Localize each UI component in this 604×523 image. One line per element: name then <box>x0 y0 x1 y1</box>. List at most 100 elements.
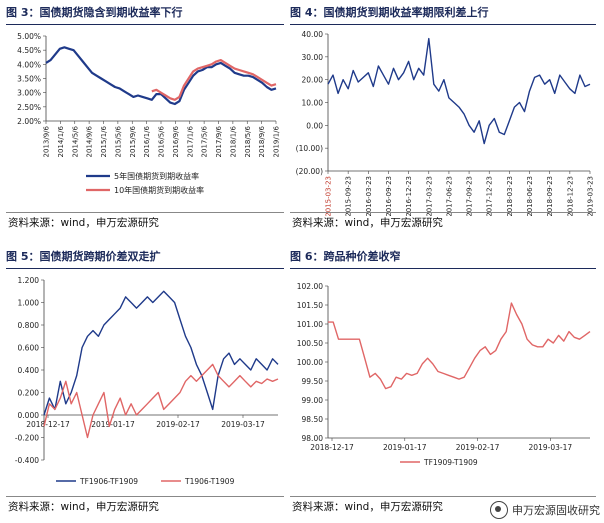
source-rule <box>290 496 596 497</box>
y-tick-label: 98.00 <box>302 434 324 443</box>
y-tick-label: 30.00 <box>302 53 324 62</box>
x-tick-label: 2016/5/6 <box>158 125 166 157</box>
panel-fig5: 图 5：国债期货跨期价差双走扩 -0.400 -0.200 0.000 0.200 0.… <box>6 248 286 518</box>
y-tick-label: 2.50% <box>17 103 41 112</box>
watermark-text: 申万宏源固收研究 <box>512 504 600 517</box>
x-tick-label: 2017-12-23 <box>486 176 494 216</box>
x-tick-label: 2017-09-23 <box>466 176 474 216</box>
series-line <box>328 302 591 390</box>
y-tick-label: 4.50% <box>17 46 41 55</box>
source-rule <box>6 212 284 213</box>
wechat-logo-icon <box>490 501 508 519</box>
y-tick-label: 40.00 <box>302 30 324 39</box>
x-tick-label: 2019-01-17 <box>383 443 427 452</box>
y-tick-label: 0.200 <box>18 389 40 398</box>
y-tick-label: 99.00 <box>302 396 324 405</box>
y-tick-label: 2.00% <box>17 117 41 126</box>
series-line <box>151 59 277 101</box>
chart-fig5: -0.400 -0.200 0.000 0.200 0.400 0.600 0.800 1.0… <box>15 276 279 486</box>
chart-fig6: 98.00 98.50 99.00 99.50 100.00 100.50 101.00 10… <box>297 282 591 467</box>
series-line <box>43 363 279 439</box>
x-tick-label: 2015-09-23 <box>345 176 353 216</box>
y-tick-label: 0.00 <box>306 121 323 130</box>
x-tick-label: 2017-03-23 <box>425 176 433 216</box>
legend-label: TF1906-TF1909 <box>79 477 138 486</box>
source-text: 资料来源：wind，申万宏源研究 <box>8 501 159 513</box>
y-tick-label: 20.00 <box>302 76 324 85</box>
y-tick-label: 102.00 <box>297 282 323 291</box>
x-tick-label: 2017/1/6 <box>186 125 194 157</box>
x-tick-label: 2018/9/6 <box>258 125 266 157</box>
x-tick-label: 2019-02-17 <box>456 443 500 452</box>
panel-title: 图 4：国债期货到期收益率期限利差上行 <box>290 6 489 19</box>
source-text: 资料来源：wind，申万宏源研究 <box>292 501 443 513</box>
x-tick-label: 2013/9/6 <box>43 125 51 157</box>
x-tick-label: 2018-06-23 <box>526 176 534 216</box>
x-tick-label: 2018-03-23 <box>506 176 514 216</box>
source-text: 资料来源：wind，申万宏源研究 <box>292 217 443 229</box>
x-tick-label: 2017-06-23 <box>445 176 453 216</box>
x-tick-label: 2016/1/6 <box>143 125 151 157</box>
x-tick-label: 2018-12-17 <box>310 443 354 452</box>
x-tick-label: 2018-09-23 <box>546 176 554 216</box>
x-tick-label: 2018/1/6 <box>229 125 237 157</box>
title-rule <box>290 24 596 25</box>
legend-label: 10年国债期货到期收益率 <box>114 185 204 195</box>
legend-label: TF1909-T1909 <box>423 458 478 467</box>
x-tick-label: 2016-12-23 <box>405 176 413 216</box>
panel-title: 图 6：跨品种价差收窄 <box>290 250 401 263</box>
y-tick-label: -0.200 <box>15 434 39 443</box>
x-tick-label: 2019/1/6 <box>273 125 281 157</box>
panel-fig6: 图 6：跨品种价差收窄 98.00 98.50 99.00 99.50 100.00 10… <box>290 248 600 518</box>
x-tick-label: 2015/1/6 <box>100 125 108 157</box>
x-tick-label: 2015/9/6 <box>129 125 137 157</box>
x-tick-label: 2016-03-23 <box>365 176 373 216</box>
x-tick-label: 2019-02-17 <box>156 420 200 429</box>
y-tick-label: (10.00) <box>296 144 323 153</box>
legend-label: T1906-T1909 <box>184 477 235 486</box>
y-tick-label: 0.600 <box>18 344 40 353</box>
x-tick-label: 2019-01-17 <box>91 420 135 429</box>
x-tick-label: 2016/9/6 <box>172 125 180 157</box>
y-tick-label: (20.00) <box>296 167 323 176</box>
x-tick-label: 2019-03-17 <box>529 443 573 452</box>
panel-fig3: 图 3：国债期货隐含到期收益率下行 2.00% 2.50% 3.00% 3.50% 4.… <box>6 4 286 230</box>
x-tick-label: 2016-09-23 <box>385 176 393 216</box>
x-tick-label: 2017/9/6 <box>215 125 223 157</box>
series-line <box>43 290 279 416</box>
panel-title: 图 5：国债期货跨期价差双走扩 <box>6 250 161 263</box>
source-rule <box>290 212 596 213</box>
y-tick-label: 1.200 <box>18 276 40 285</box>
title-rule <box>6 24 284 25</box>
panel-fig4: 图 4：国债期货到期收益率期限利差上行 (20.00) (10.00) 0.00 10… <box>290 4 600 230</box>
y-tick-label: 3.00% <box>17 89 41 98</box>
y-tick-label: 0.400 <box>18 366 40 375</box>
chart-fig4: (20.00) (10.00) 0.00 10.00 20.00 30.00 40.00 20… <box>296 30 595 216</box>
y-tick-label: 100.00 <box>297 358 323 367</box>
y-tick-label: 0.000 <box>18 411 40 420</box>
series-line <box>327 37 591 145</box>
x-tick-label: 2014/5/6 <box>71 125 79 157</box>
y-tick-label: 101.50 <box>297 301 323 310</box>
title-rule <box>290 268 596 269</box>
x-tick-label: 2014/1/6 <box>57 125 65 157</box>
x-tick-label: 2014/9/6 <box>86 125 94 157</box>
y-tick-label: 101.00 <box>297 320 323 329</box>
x-tick-label: 2019-03-23 <box>587 176 595 216</box>
y-tick-label: 10.00 <box>302 99 324 108</box>
legend-label: 5年国债期货到期收益率 <box>114 171 199 181</box>
y-tick-label: 98.50 <box>302 415 324 424</box>
panel-title: 图 3：国债期货隐含到期收益率下行 <box>6 6 183 19</box>
y-tick-label: 1.000 <box>18 299 40 308</box>
x-tick-label: 2018-12-23 <box>566 176 574 216</box>
x-tick-label: 2015/5/6 <box>114 125 122 157</box>
y-tick-label: 5.00% <box>17 32 41 41</box>
y-tick-label: -0.400 <box>15 456 39 465</box>
y-tick-label: 0.800 <box>18 321 40 330</box>
y-tick-label: 99.50 <box>302 377 324 386</box>
source-text: 资料来源：wind，申万宏源研究 <box>8 217 159 229</box>
source-rule <box>6 496 284 497</box>
x-tick-label: 2015-03-23 <box>325 176 333 216</box>
x-tick-label: 2018/5/6 <box>244 125 252 157</box>
title-rule <box>6 268 284 269</box>
